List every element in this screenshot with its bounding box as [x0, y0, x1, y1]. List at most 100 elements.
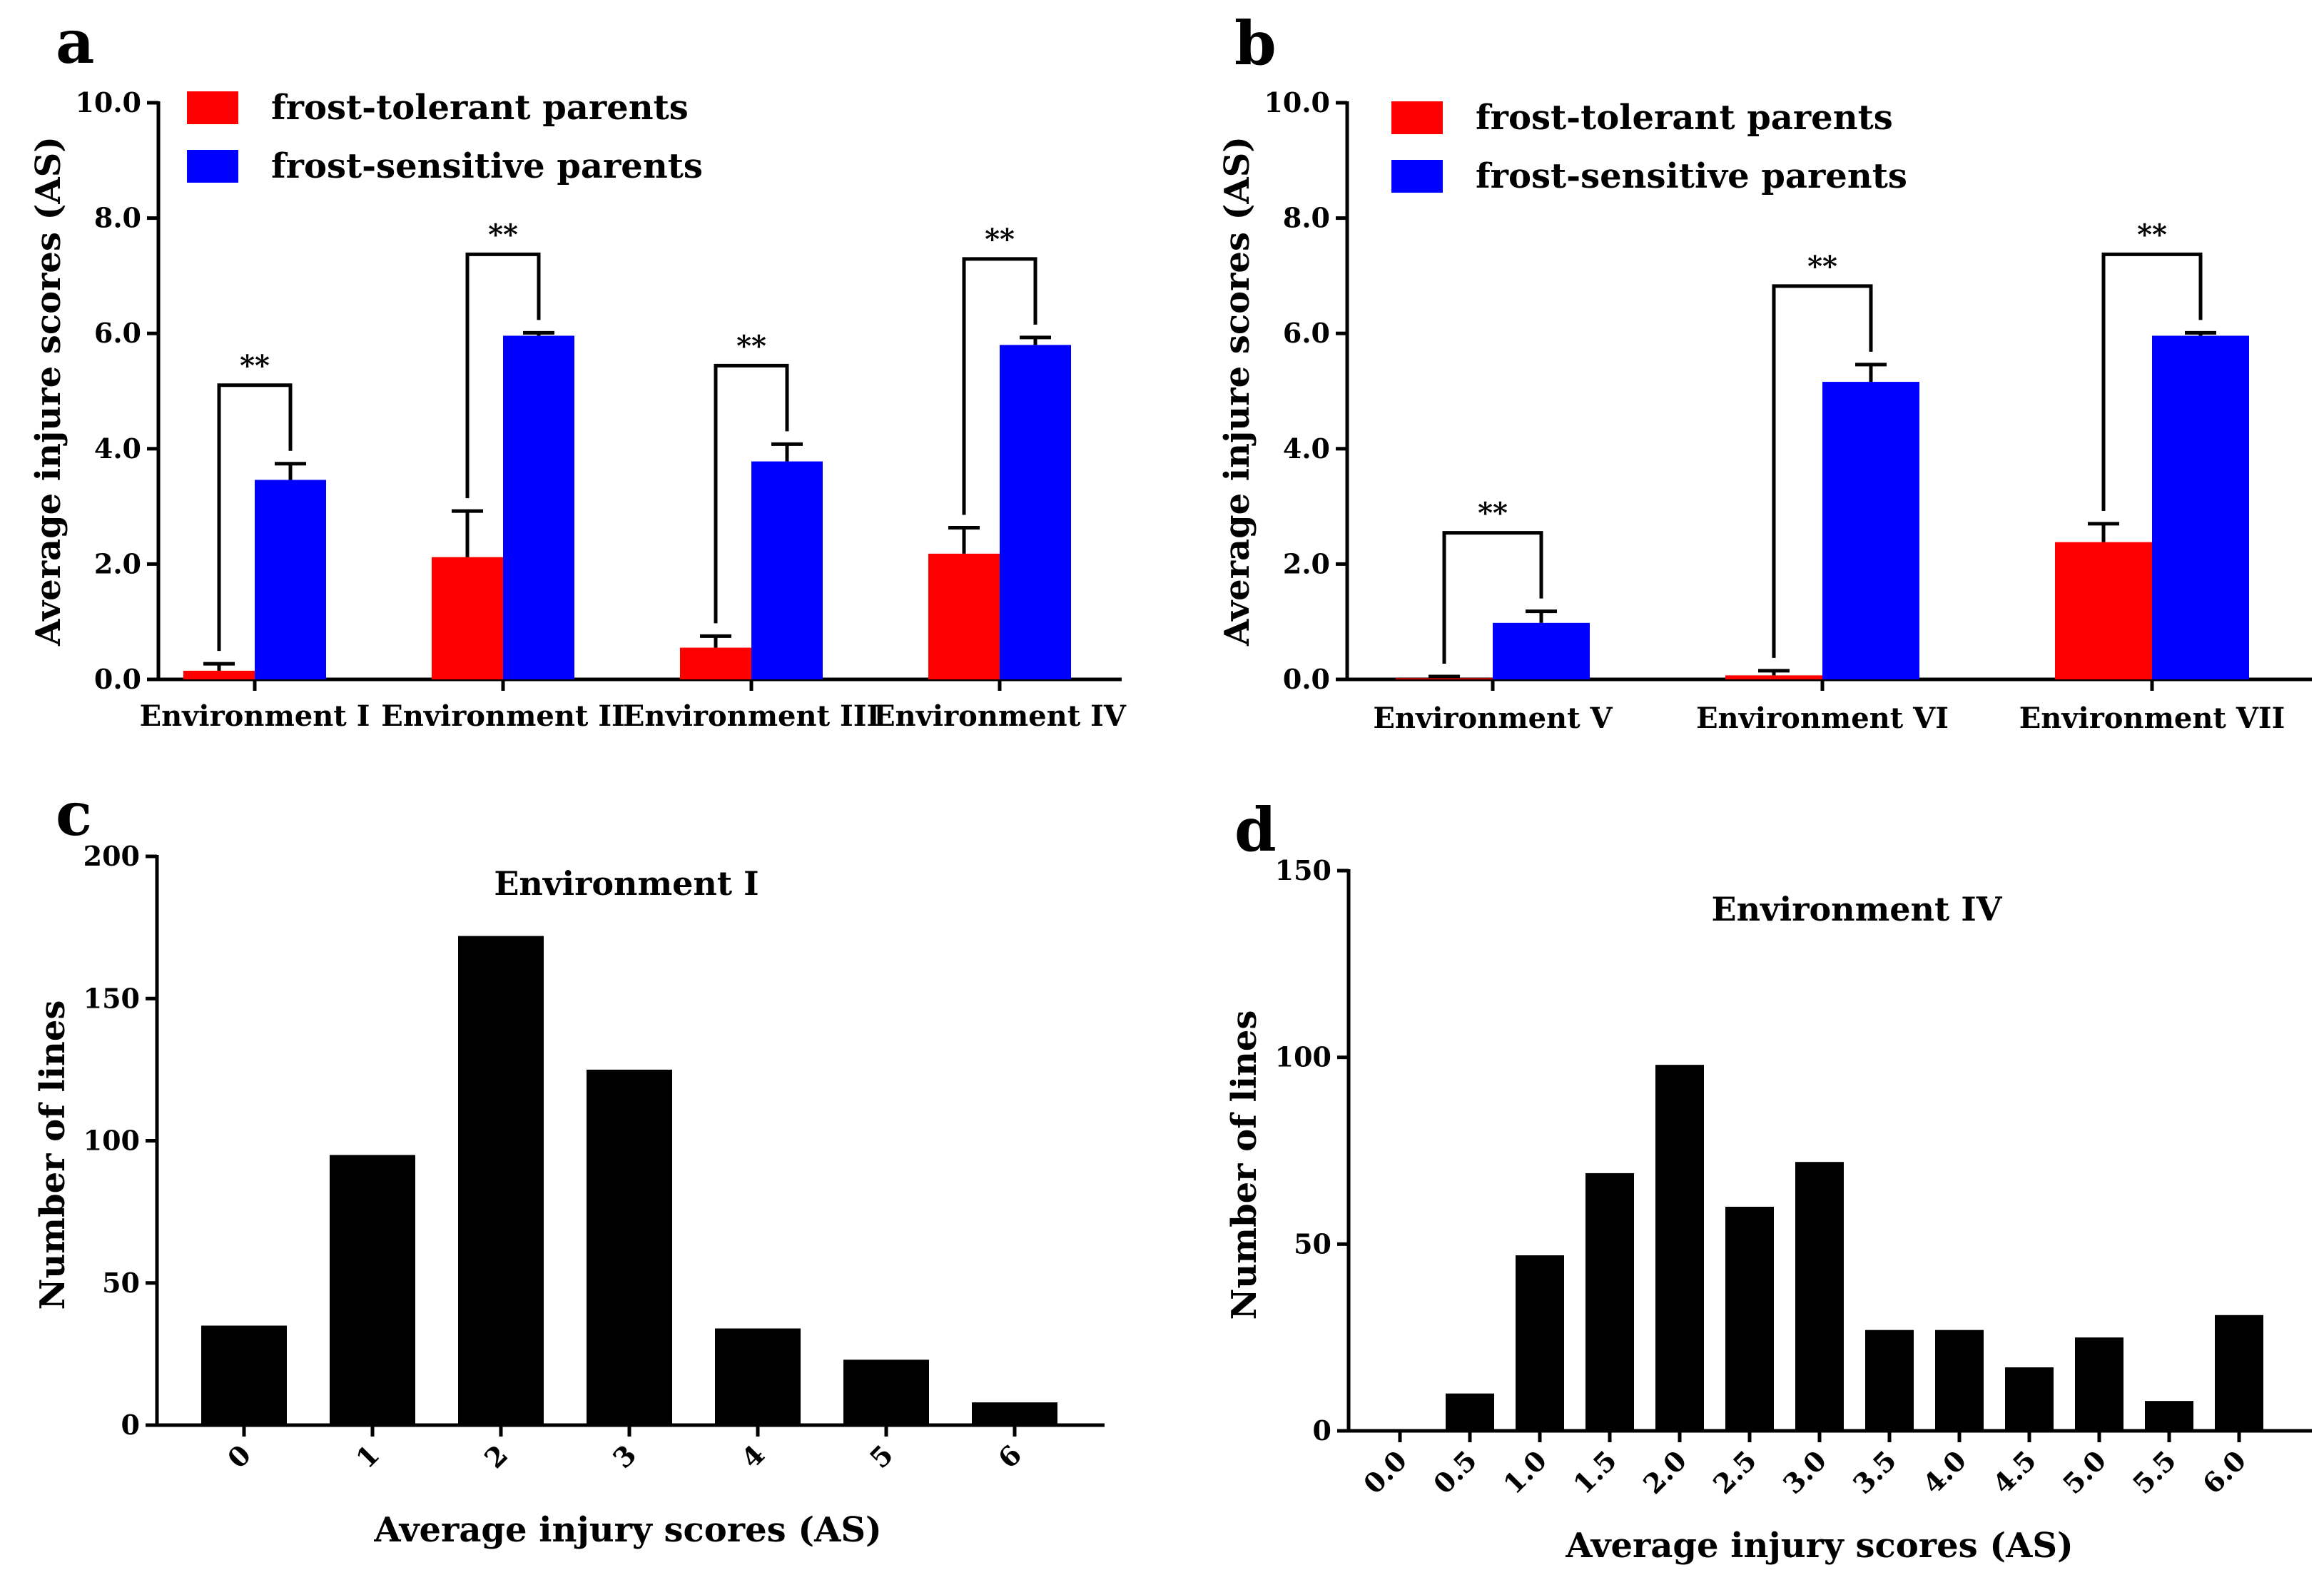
- panel-d-xtick-label-12: 6.0: [2196, 1444, 2253, 1501]
- panel-b-sig-bracket-0: [1442, 531, 1543, 664]
- panel-d-ytick-label-1: 50: [1294, 1227, 1331, 1260]
- panel-c-bar-3: [587, 1069, 672, 1425]
- panel-a-bar-1-1: [503, 335, 574, 679]
- panel-c-bar-5: [843, 1359, 929, 1425]
- panel-a-bar-0-2: [680, 647, 751, 679]
- panel-c-xtick-label-0: 0: [221, 1439, 258, 1475]
- panel-c-ylabel: Number of lines: [33, 1001, 73, 1310]
- panel-c-bar-6: [972, 1402, 1057, 1425]
- panel-b-legend-swatch-1: [1391, 160, 1443, 193]
- panel-c-ytick-label-1: 50: [102, 1267, 140, 1299]
- panel-c-xtick-label-5: 5: [863, 1439, 900, 1475]
- panel-a-bar-1-2: [751, 461, 823, 679]
- panel-b-ytick-label-1: 2.0: [1283, 547, 1330, 579]
- panel-a-ylabel: Average injure scores (AS): [29, 136, 68, 647]
- panel-b-category-1: Environment VI: [1696, 702, 1949, 735]
- panel-b-bar-0-0: [1396, 678, 1493, 679]
- panel-d-xtick-label-7: 3.5: [1847, 1444, 1903, 1501]
- panel-b-category-2: Environment VII: [2019, 702, 2285, 735]
- panel-d-bar-3: [1585, 1173, 1634, 1431]
- panel-a-bar-1-0: [255, 480, 326, 679]
- panel-c-ytick-label-4: 200: [83, 840, 140, 872]
- panel-c-xtick-label-4: 4: [735, 1439, 771, 1475]
- panel-a-ytick-label-2: 4.0: [94, 432, 141, 465]
- panel-b-ylabel: Average injure scores (AS): [1217, 136, 1257, 647]
- panel-a-ytick-label-0: 0.0: [94, 663, 141, 695]
- panel-d-ytick-label-3: 150: [1275, 854, 1331, 886]
- panel-c-xtick-label-2: 2: [478, 1439, 514, 1475]
- panel-b-category-0: Environment V: [1373, 702, 1613, 735]
- panel-b-ytick-label-4: 8.0: [1283, 202, 1330, 234]
- panel-d-xlabel: Average injury scores (AS): [1565, 1526, 2073, 1566]
- panel-c-ytick-label-0: 0: [121, 1409, 140, 1441]
- panel-b-ytick-label-3: 6.0: [1283, 317, 1330, 349]
- panel-a-category-1: Environment II: [381, 699, 625, 733]
- panel-d-ytick-label-2: 100: [1275, 1041, 1331, 1073]
- panel-a-sig-label-2: **: [736, 329, 766, 363]
- panel-d-plot: 0 50 100 150 Number of lines Environment IV Av…: [1224, 854, 2312, 1566]
- panel-b-ytick-label-2: 4.0: [1283, 432, 1330, 465]
- panel-b-bar-1-1: [1822, 382, 1919, 679]
- panel-a-sig-bracket-3: [962, 257, 1037, 515]
- panel-c-bar-1: [330, 1155, 415, 1425]
- panel-d-bar-4: [1655, 1065, 1704, 1431]
- panel-b-sig-label-2: **: [2137, 218, 2167, 251]
- panel-c-xtick-label-3: 3: [607, 1439, 643, 1475]
- panel-a-category-3: Environment IV: [873, 699, 1127, 733]
- panel-c-xtick-label-1: 1: [350, 1439, 386, 1475]
- panel-a-legend-swatch-0: [187, 91, 238, 124]
- panel-a-bar-0-0: [183, 670, 255, 679]
- panel-a-ytick-label-4: 8.0: [94, 202, 141, 234]
- panel-d-xtick-label-8: 4.0: [1917, 1444, 1973, 1501]
- panel-c-bar-0: [201, 1325, 287, 1425]
- panel-c-xlabel: Average injury scores (AS): [373, 1510, 881, 1550]
- panel-d-xtick-label-11: 5.5: [2126, 1444, 2183, 1501]
- panel-b-ytick-label-5: 10.0: [1264, 86, 1330, 118]
- panel-a-legend-label-1: frost-sensitive parents: [271, 146, 703, 186]
- panel-d-bar-12: [2215, 1315, 2263, 1431]
- panel-d-bar-10: [2075, 1337, 2123, 1431]
- panel-b-bar-0-2: [2055, 542, 2152, 679]
- panel-d-xtick-label-2: 1.0: [1497, 1444, 1553, 1501]
- panel-d-xtick-label-4: 2.0: [1637, 1444, 1693, 1501]
- panel-a-sig-label-0: **: [240, 349, 270, 383]
- panel-b-bar-0-1: [1725, 675, 1822, 679]
- panel-a-legend-swatch-1: [187, 150, 238, 183]
- panel-b-sig-bracket-2: [2101, 252, 2203, 511]
- panel-b-sig-label-0: **: [1478, 497, 1508, 530]
- panel-c-ytick-label-3: 150: [83, 982, 140, 1014]
- panel-d-xtick-label-0: 0.0: [1357, 1444, 1414, 1501]
- panel-d-xtick-label-3: 1.5: [1567, 1444, 1623, 1501]
- panel-b-legend-label-0: frost-tolerant parents: [1476, 98, 1893, 138]
- panel-d-xtick-label-1: 0.5: [1427, 1444, 1483, 1501]
- panel-a-ytick-label-1: 2.0: [94, 547, 141, 579]
- panel-c-bar-2: [458, 936, 544, 1425]
- panel-a-category-2: Environment III: [623, 699, 880, 733]
- panel-a-sig-bracket-2: [714, 363, 789, 624]
- panel-b-sig-bracket-1: [1772, 284, 1873, 658]
- panel-a-ytick-label-5: 10.0: [75, 86, 141, 118]
- panel-a-bar-1-3: [1000, 345, 1071, 679]
- panel-d-xtick-label-6: 3.0: [1777, 1444, 1833, 1501]
- panel-b-letter: b: [1234, 8, 1277, 78]
- panel-a-category-0: Environment I: [140, 699, 370, 733]
- panel-d-xtick-label-9: 4.5: [1986, 1444, 2043, 1501]
- panel-d-bar-9: [2005, 1367, 2054, 1431]
- panel-a-legend-label-0: frost-tolerant parents: [271, 88, 689, 128]
- panel-d-xtick-label-5: 2.5: [1707, 1444, 1763, 1501]
- panel-c-bar-4: [715, 1328, 801, 1425]
- panel-c-xtick-label-6: 6: [992, 1439, 1028, 1475]
- panel-d-bar-5: [1725, 1207, 1774, 1431]
- panel-b-bar-1-2: [2152, 335, 2249, 679]
- panel-c-letter: c: [56, 779, 92, 849]
- panel-a-sig-bracket-1: [465, 252, 541, 499]
- panel-b-bar-1-0: [1493, 622, 1590, 679]
- panel-d-bar-6: [1795, 1162, 1844, 1431]
- panel-d-bar-1: [1446, 1393, 1494, 1431]
- panel-a-ytick-label-3: 6.0: [94, 317, 141, 349]
